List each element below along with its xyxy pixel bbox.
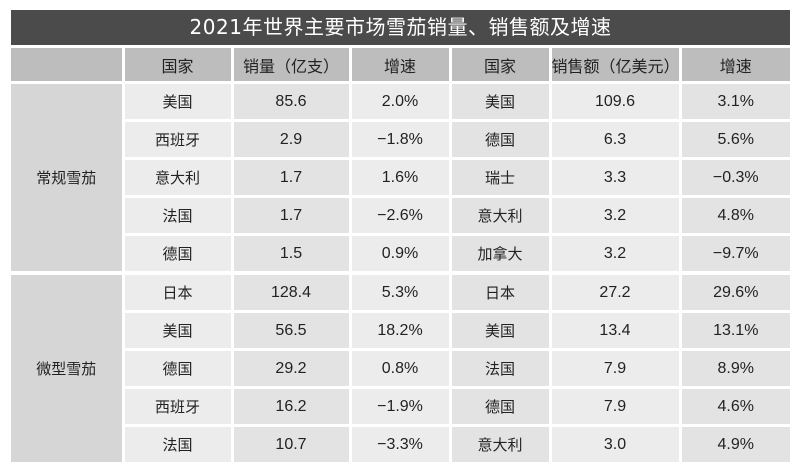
group-label: 常规雪茄 (11, 83, 123, 274)
country-sales-cell: 德国 (450, 388, 550, 426)
sales-growth-cell: 4.6% (680, 388, 790, 426)
header-volume: 销量（亿支） (232, 47, 350, 83)
volume-cell: 29.2 (232, 350, 350, 388)
country-sales-cell: 美国 (450, 83, 550, 121)
volume-cell: 56.5 (232, 312, 350, 350)
sales-growth-cell: 3.1% (680, 83, 790, 121)
country-sales-cell: 日本 (450, 273, 550, 312)
sales-cell: 7.9 (550, 350, 680, 388)
volume-cell: 16.2 (232, 388, 350, 426)
volume-growth-cell: 1.6% (350, 159, 450, 197)
country-sales-cell: 意大利 (450, 197, 550, 235)
sales-cell: 3.2 (550, 235, 680, 274)
volume-cell: 1.5 (232, 235, 350, 274)
country-volume-cell: 日本 (123, 273, 232, 312)
country-sales-cell: 法国 (450, 350, 550, 388)
sales-cell: 3.3 (550, 159, 680, 197)
sales-cell: 13.4 (550, 312, 680, 350)
country-volume-cell: 法国 (123, 197, 232, 235)
header-country-sales: 国家 (450, 47, 550, 83)
country-volume-cell: 西班牙 (123, 388, 232, 426)
volume-growth-cell: −1.8% (350, 121, 450, 159)
sales-cell: 7.9 (550, 388, 680, 426)
sales-growth-cell: −0.3% (680, 159, 790, 197)
group-label: 微型雪茄 (11, 273, 123, 462)
volume-cell: 1.7 (232, 197, 350, 235)
country-sales-cell: 加拿大 (450, 235, 550, 274)
volume-growth-cell: −1.9% (350, 388, 450, 426)
volume-cell: 85.6 (232, 83, 350, 121)
sales-table-figure: 2021年世界主要市场雪茄销量、销售额及增速 国家 销量（亿支） 增速 国家 销… (11, 10, 790, 462)
header-country-volume: 国家 (123, 47, 232, 83)
country-sales-cell: 美国 (450, 312, 550, 350)
sales-cell: 3.2 (550, 197, 680, 235)
sales-cell: 109.6 (550, 83, 680, 121)
country-volume-cell: 西班牙 (123, 121, 232, 159)
volume-cell: 1.7 (232, 159, 350, 197)
volume-growth-cell: 18.2% (350, 312, 450, 350)
country-volume-cell: 德国 (123, 350, 232, 388)
sales-cell: 27.2 (550, 273, 680, 312)
sales-growth-cell: 8.9% (680, 350, 790, 388)
country-volume-cell: 美国 (123, 83, 232, 121)
sales-growth-cell: 13.1% (680, 312, 790, 350)
volume-growth-cell: 5.3% (350, 273, 450, 312)
header-group (11, 47, 123, 83)
table-title: 2021年世界主要市场雪茄销量、销售额及增速 (11, 10, 790, 45)
country-volume-cell: 美国 (123, 312, 232, 350)
country-sales-cell: 瑞士 (450, 159, 550, 197)
volume-cell: 128.4 (232, 273, 350, 312)
volume-growth-cell: 2.0% (350, 83, 450, 121)
header-volume-growth: 增速 (350, 47, 450, 83)
sales-growth-cell: −9.7% (680, 235, 790, 274)
sales-growth-cell: 4.8% (680, 197, 790, 235)
country-volume-cell: 德国 (123, 235, 232, 274)
header-row: 国家 销量（亿支） 增速 国家 销售额（亿美元） 增速 (11, 47, 790, 83)
volume-cell: 2.9 (232, 121, 350, 159)
country-volume-cell: 意大利 (123, 159, 232, 197)
sales-cell: 6.3 (550, 121, 680, 159)
volume-growth-cell: 0.9% (350, 235, 450, 274)
sales-growth-cell: 5.6% (680, 121, 790, 159)
header-sales: 销售额（亿美元） (550, 47, 680, 83)
country-sales-cell: 德国 (450, 121, 550, 159)
sales-growth-cell: 29.6% (680, 273, 790, 312)
header-sales-growth: 增速 (680, 47, 790, 83)
volume-growth-cell: 0.8% (350, 350, 450, 388)
volume-growth-cell: −2.6% (350, 197, 450, 235)
